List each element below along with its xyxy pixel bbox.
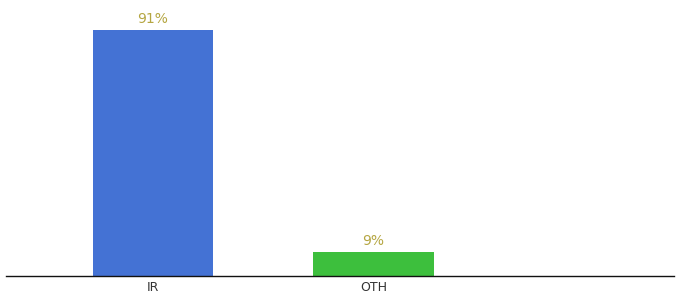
Text: 91%: 91% [137, 12, 168, 26]
Bar [313, 252, 434, 276]
Bar [92, 30, 213, 276]
Text: 9%: 9% [362, 233, 384, 248]
